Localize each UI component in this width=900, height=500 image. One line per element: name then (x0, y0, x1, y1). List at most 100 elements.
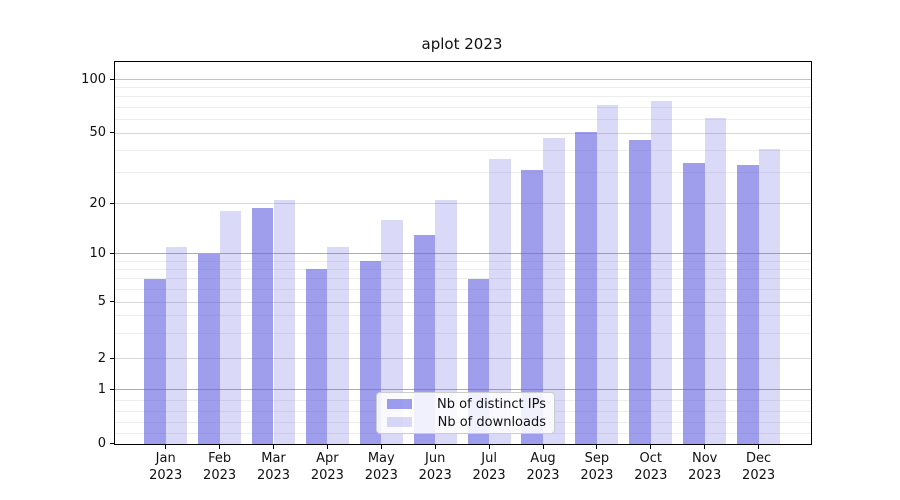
x-tick-mark (273, 444, 274, 449)
x-tick-year: 2023 (364, 467, 398, 483)
gridline-major (115, 253, 811, 255)
y-tick-label: 100 (81, 71, 106, 87)
gridline-minor (115, 260, 811, 262)
x-tick-mark (596, 444, 598, 449)
bar-distinct-ips (629, 139, 651, 444)
legend-item-distinct-ips: Nb of distinct IPs (387, 397, 546, 412)
bar-downloads (165, 246, 188, 444)
legend-swatch-downloads (387, 417, 412, 427)
y-tick-label: 10 (89, 245, 106, 261)
y-tick-mark (110, 78, 114, 80)
gridline-major (115, 79, 811, 80)
bar-distinct-ips (359, 261, 382, 444)
bar-downloads (219, 211, 242, 444)
x-tick-label: Jun 2023 (403, 451, 467, 484)
bar-downloads (758, 148, 781, 444)
x-tick-month: Jan (155, 451, 176, 466)
y-tick-mark (110, 443, 114, 444)
x-tick-year: 2023 (742, 467, 776, 483)
x-tick-year: 2023 (310, 467, 344, 483)
x-tick-mark (326, 444, 328, 449)
x-tick-month: Mar (261, 451, 286, 466)
gridline-minor (115, 278, 811, 280)
x-tick-mark (380, 444, 382, 449)
gridline-minor (115, 315, 811, 317)
x-tick-month: Jun (425, 451, 446, 466)
gridline-minor (115, 96, 811, 98)
x-tick-year: 2023 (688, 467, 722, 483)
x-tick-mark (650, 444, 652, 449)
x-tick-label: Apr 2023 (295, 451, 359, 484)
legend-item-downloads: Nb of downloads (387, 415, 546, 430)
bar-distinct-ips (521, 170, 543, 444)
bar-distinct-ips (305, 269, 328, 444)
bar-downloads (704, 117, 727, 444)
x-tick-mark (488, 444, 490, 449)
y-tick-mark (110, 132, 114, 134)
x-tick-month: Oct (639, 451, 663, 466)
bar-distinct-ips (251, 207, 274, 444)
x-tick-label: Mar 2023 (242, 451, 306, 484)
x-tick-month: Dec (746, 451, 772, 466)
x-tick-label: Nov 2023 (673, 451, 737, 484)
x-tick-label: Feb 2023 (188, 451, 252, 484)
x-tick-mark (165, 444, 167, 449)
y-tick-mark (110, 301, 114, 303)
gridline-major (115, 358, 811, 359)
legend-swatch-distinct-ips (387, 399, 412, 409)
x-tick-label: Jan 2023 (134, 451, 198, 484)
y-tick-label: 0 (97, 436, 106, 451)
bar-downloads (489, 158, 511, 444)
x-tick-month: Jul (481, 451, 497, 466)
x-tick-month: Feb (208, 451, 232, 466)
plot-area (114, 61, 812, 445)
y-tick-label: 2 (97, 350, 106, 366)
gridline-minor (115, 172, 811, 174)
x-tick-month: Apr (316, 451, 339, 466)
bar-downloads (327, 246, 349, 444)
gridline-major (115, 301, 811, 303)
y-tick-mark (110, 252, 114, 254)
y-tick-label: 50 (89, 125, 106, 141)
y-tick-mark (110, 357, 114, 359)
y-tick-mark (110, 202, 114, 204)
y-tick-label: 20 (89, 195, 106, 211)
x-tick-year: 2023 (149, 467, 183, 483)
x-tick-month: May (367, 451, 395, 466)
gridline-minor (115, 87, 811, 89)
x-tick-month: Nov (692, 451, 718, 466)
bar-downloads (596, 104, 619, 444)
bar-downloads (273, 200, 296, 444)
gridline-major (115, 389, 811, 391)
bar-distinct-ips (144, 278, 166, 444)
bar-distinct-ips (198, 253, 220, 444)
legend-label-distinct-ips: Nb of distinct IPs (437, 396, 546, 412)
bar-distinct-ips (413, 234, 436, 444)
gridline-minor (115, 333, 811, 335)
x-tick-label: Aug 2023 (511, 451, 575, 484)
gridline-minor (115, 288, 811, 290)
x-tick-mark (542, 444, 544, 449)
gridline-minor (115, 106, 811, 108)
x-tick-label: Jul 2023 (457, 451, 521, 484)
x-tick-mark (434, 444, 436, 449)
bar-distinct-ips (575, 131, 597, 444)
bar-downloads (381, 219, 403, 444)
x-tick-label: May 2023 (349, 451, 413, 484)
bar-downloads (435, 200, 457, 444)
x-tick-mark (758, 444, 760, 449)
y-tick-mark (110, 388, 114, 390)
legend-label-downloads: Nb of downloads (437, 414, 546, 430)
bar-distinct-ips (683, 162, 705, 444)
gridline-major (115, 132, 811, 134)
y-tick-label: 1 (97, 381, 106, 397)
x-tick-mark (219, 444, 221, 449)
x-tick-year: 2023 (472, 467, 506, 483)
bar-downloads (543, 137, 565, 444)
x-tick-year: 2023 (580, 467, 614, 483)
x-tick-label: Oct 2023 (619, 451, 683, 484)
y-tick-label: 5 (97, 294, 106, 310)
x-tick-year: 2023 (418, 467, 452, 483)
x-tick-month: Aug (530, 451, 556, 466)
